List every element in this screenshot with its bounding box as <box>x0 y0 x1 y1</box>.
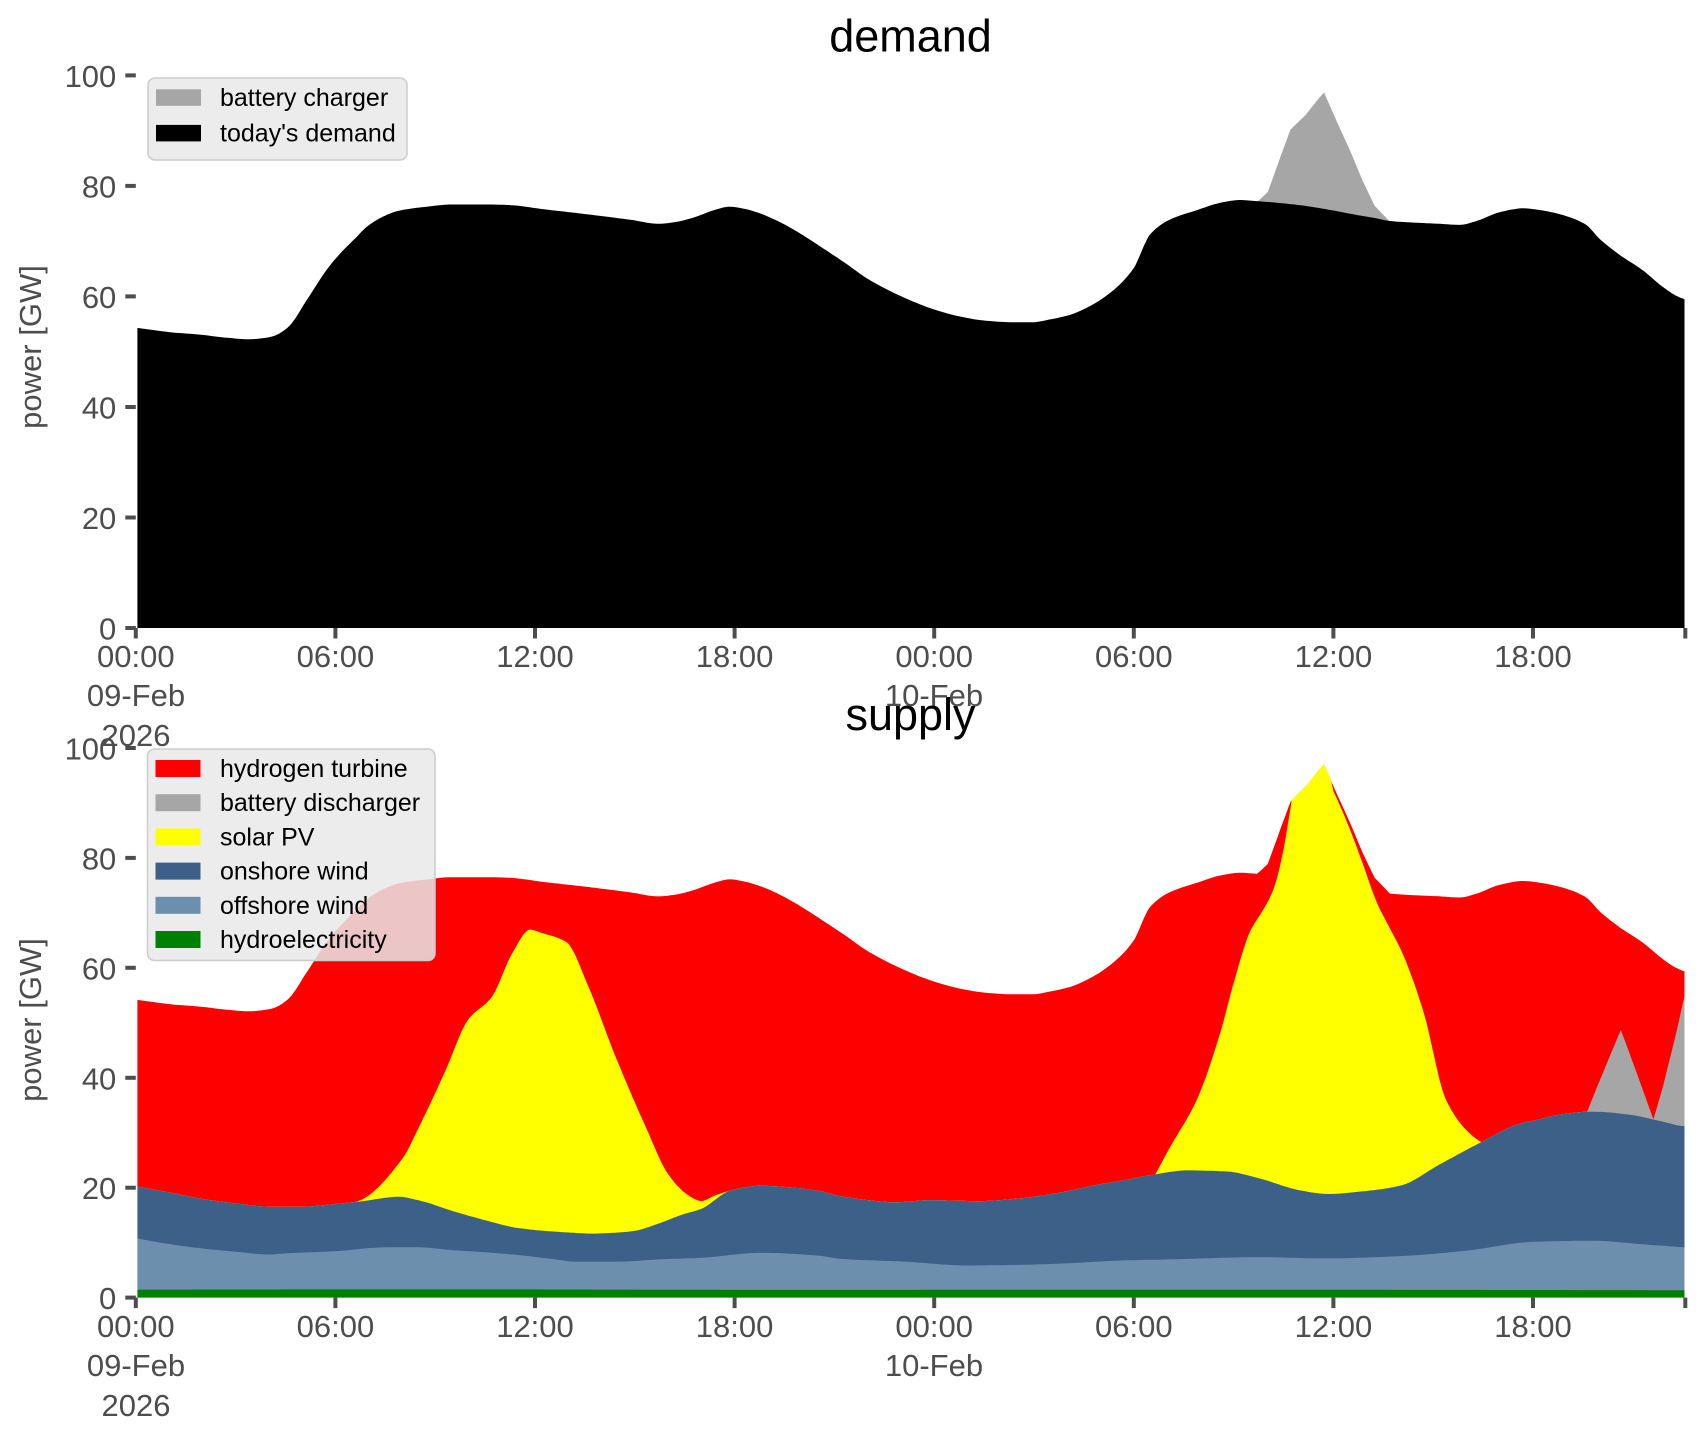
svg-text:20: 20 <box>82 501 116 536</box>
svg-text:06:00: 06:00 <box>297 639 375 674</box>
svg-text:demand: demand <box>829 11 992 62</box>
svg-text:10-Feb: 10-Feb <box>885 1348 983 1383</box>
svg-text:06:00: 06:00 <box>297 1309 375 1344</box>
svg-text:2026: 2026 <box>102 718 171 753</box>
svg-text:solar PV: solar PV <box>220 823 315 851</box>
svg-text:00:00: 00:00 <box>895 639 973 674</box>
svg-text:12:00: 12:00 <box>496 1309 574 1344</box>
svg-text:onshore wind: onshore wind <box>220 858 369 886</box>
svg-text:06:00: 06:00 <box>1095 639 1173 674</box>
svg-text:09-Feb: 09-Feb <box>87 1348 185 1383</box>
svg-text:60: 60 <box>82 280 116 315</box>
svg-text:2026: 2026 <box>102 1388 171 1423</box>
svg-text:09-Feb: 09-Feb <box>87 678 185 713</box>
svg-text:10-Feb: 10-Feb <box>885 678 983 713</box>
svg-text:00:00: 00:00 <box>97 1309 175 1344</box>
svg-text:00:00: 00:00 <box>895 1309 973 1344</box>
svg-text:12:00: 12:00 <box>1295 639 1373 674</box>
svg-text:power [GW]: power [GW] <box>13 938 48 1102</box>
svg-text:100: 100 <box>65 732 117 767</box>
svg-text:hydroelectricity: hydroelectricity <box>220 926 387 954</box>
svg-text:100: 100 <box>65 59 117 94</box>
svg-text:18:00: 18:00 <box>1494 1309 1572 1344</box>
svg-text:80: 80 <box>82 169 116 204</box>
svg-text:06:00: 06:00 <box>1095 1309 1173 1344</box>
svg-text:battery discharger: battery discharger <box>220 789 420 817</box>
svg-text:today's demand: today's demand <box>220 120 396 148</box>
svg-text:12:00: 12:00 <box>496 639 574 674</box>
svg-text:18:00: 18:00 <box>696 1309 774 1344</box>
svg-text:40: 40 <box>82 391 116 426</box>
svg-text:power [GW]: power [GW] <box>13 265 48 429</box>
svg-text:00:00: 00:00 <box>97 639 175 674</box>
svg-text:18:00: 18:00 <box>1494 639 1572 674</box>
svg-text:60: 60 <box>82 951 116 986</box>
svg-text:20: 20 <box>82 1171 116 1206</box>
svg-text:12:00: 12:00 <box>1295 1309 1373 1344</box>
svg-text:offshore wind: offshore wind <box>220 892 368 920</box>
svg-text:battery charger: battery charger <box>220 84 388 112</box>
svg-text:18:00: 18:00 <box>696 639 774 674</box>
svg-text:hydrogen turbine: hydrogen turbine <box>220 755 408 783</box>
svg-text:80: 80 <box>82 841 116 876</box>
svg-text:supply: supply <box>845 689 976 740</box>
svg-text:0: 0 <box>99 1281 116 1316</box>
svg-text:0: 0 <box>99 612 116 647</box>
svg-text:40: 40 <box>82 1061 116 1096</box>
